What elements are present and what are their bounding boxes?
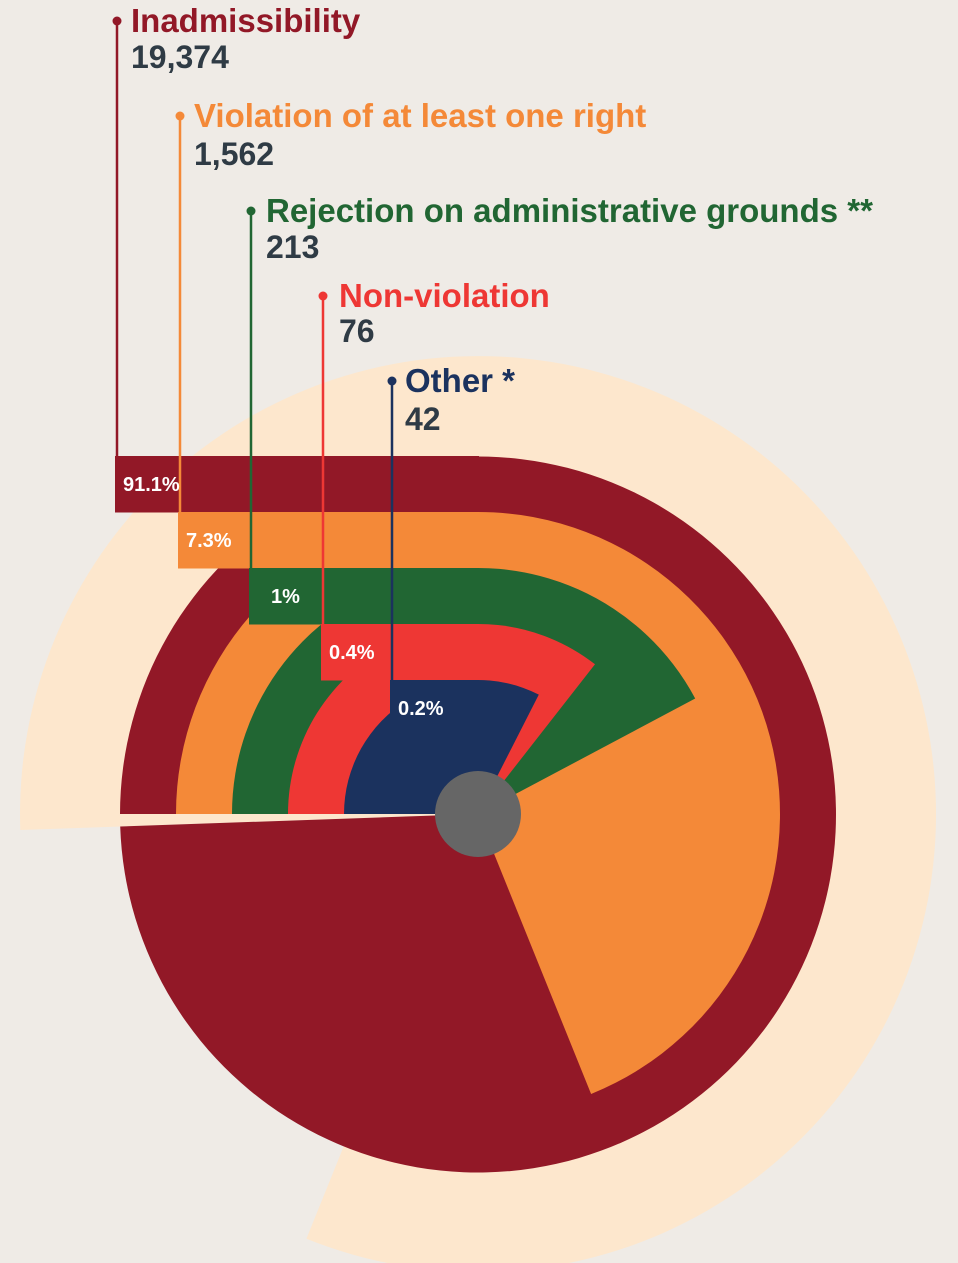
bar-violation [178,512,479,569]
leader-dot-other [387,376,397,386]
percent-label-violation: 7.3% [186,530,232,552]
bar-non-violation [321,624,479,681]
bar-other [390,680,479,737]
percent-label-non-violation: 0.4% [329,642,375,664]
legend-label-other: Other * [405,362,515,399]
legend-label-non-violation: Non-violation [339,277,550,314]
legend-label-rejection: Rejection on administrative grounds ** [266,192,873,229]
leader-dot-inadmissibility [112,16,122,26]
legend-value-rejection: 213 [266,229,319,265]
bar-rejection [249,568,479,625]
legend-value-inadmissibility: 19,374 [131,39,229,75]
legend-label-violation: Violation of at least one right [194,97,646,134]
center-circle [435,771,521,857]
legend-value-non-violation: 76 [339,313,375,349]
legend-value-violation: 1,562 [194,136,274,172]
legend-label-inadmissibility: Inadmissibility [131,2,361,39]
percent-label-rejection: 1% [271,586,300,608]
bar-inadmissibility [115,456,479,513]
percent-label-other: 0.2% [398,698,444,720]
leader-dot-violation [175,111,185,121]
percent-label-inadmissibility: 91.1% [123,474,180,496]
leader-dot-rejection [246,206,256,216]
leader-dot-non-violation [318,291,328,301]
legend-value-other: 42 [405,401,441,437]
